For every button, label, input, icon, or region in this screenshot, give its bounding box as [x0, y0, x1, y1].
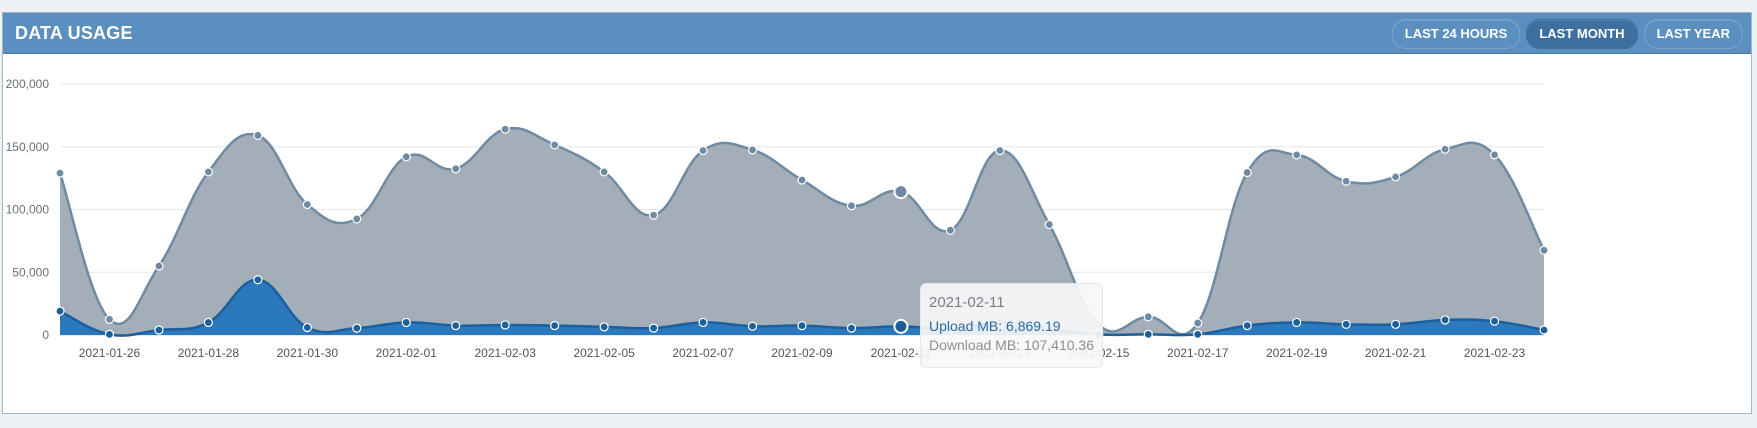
data-usage-panel: DATA USAGE LAST 24 HOURS LAST MONTH LAST… [2, 12, 1752, 414]
upload-point [893, 318, 909, 334]
download-point [945, 225, 956, 235]
range-button-group: LAST 24 HOURS LAST MONTH LAST YEAR [1391, 19, 1743, 49]
upload-point [797, 320, 807, 331]
y-tick-label: 100,000 [6, 203, 50, 217]
download-point [995, 145, 1005, 156]
download-point [1193, 318, 1203, 328]
chart-tooltip: 2021-02-11 Upload MB: 6,869.19 Download … [920, 283, 1103, 368]
upload-point [401, 317, 411, 328]
upload-point [1489, 316, 1500, 326]
upload-point [698, 317, 708, 328]
x-tick-label: 2021-02-19 [1266, 346, 1328, 360]
upload-point [154, 325, 164, 335]
download-point [302, 199, 312, 210]
upload-point [352, 323, 362, 333]
upload-point [104, 329, 115, 339]
download-point [1390, 172, 1401, 182]
usage-chart: 0 50,000 100,000 150,000 200,000 2021-01-26 20… [6, 77, 1549, 360]
upload-point [1390, 319, 1401, 329]
upload-point [550, 320, 560, 331]
upload-point [1242, 320, 1252, 331]
upload-point [599, 322, 609, 332]
upload-point [500, 320, 510, 330]
upload-point [747, 321, 758, 331]
upload-point [648, 323, 659, 333]
x-tick-label: 2021-02-01 [376, 346, 438, 360]
download-point [253, 130, 263, 141]
x-tick-label: 2021-02-09 [771, 346, 833, 360]
chart-area: 0 50,000 100,000 150,000 200,000 2021-01-26 20… [3, 54, 1751, 413]
download-point [1292, 150, 1302, 160]
upload-point [1341, 319, 1351, 329]
download-point [500, 124, 510, 134]
download-point [154, 261, 164, 271]
tooltip-date: 2021-02-11 [929, 294, 1005, 311]
x-tick-label: 2021-02-11 [871, 346, 932, 360]
upload-point [1143, 329, 1153, 339]
upload-point [846, 323, 857, 333]
download-point [797, 175, 807, 185]
y-tick-label: 0 [42, 328, 49, 342]
x-tick-label: 2021-02-23 [1464, 346, 1526, 360]
download-point [1489, 150, 1500, 160]
tooltip-upload: Upload MB: 6,869.19 [929, 318, 1061, 334]
download-point [1539, 245, 1549, 255]
upload-point [451, 320, 461, 331]
upload-point [1193, 329, 1203, 339]
upload-point [55, 306, 65, 316]
upload-point [1292, 317, 1302, 328]
download-point [846, 201, 857, 211]
download-point [1440, 144, 1450, 154]
download-point [352, 214, 362, 224]
panel-title: DATA USAGE [15, 23, 133, 43]
y-tick-label: 150,000 [6, 140, 50, 154]
upload-point [1539, 325, 1549, 335]
panel-header: DATA USAGE LAST 24 HOURS LAST MONTH LAST… [3, 13, 1751, 54]
download-point [1242, 167, 1252, 178]
last-24-hours-button[interactable]: LAST 24 HOURS [1391, 19, 1521, 49]
download-point [698, 145, 708, 156]
download-point [451, 164, 461, 174]
upload-point [203, 317, 213, 328]
upload-area [60, 279, 1544, 336]
x-tick-label: 2021-02-21 [1365, 346, 1427, 360]
download-point [1044, 219, 1054, 230]
download-point [648, 210, 659, 220]
upload-point [1440, 315, 1450, 325]
y-tick-label: 50,000 [12, 265, 49, 279]
x-tick-label: 2021-02-05 [573, 346, 635, 360]
x-tick-label: 2021-02-03 [475, 346, 537, 360]
download-point [203, 167, 213, 177]
x-tick-label: 2021-01-28 [178, 346, 240, 360]
x-tick-label: 2021-02-07 [672, 346, 734, 360]
x-tick-label: 2021-01-26 [79, 346, 141, 360]
download-point [401, 152, 411, 162]
download-point [599, 167, 609, 177]
y-tick-label: 200,000 [6, 77, 50, 91]
x-tick-label: 2021-02-17 [1167, 346, 1229, 360]
upload-point [253, 275, 263, 285]
x-tick-label: 2021-01-30 [277, 346, 339, 360]
download-point [1143, 312, 1153, 322]
download-point [893, 184, 909, 200]
download-point [1341, 176, 1351, 186]
download-area [60, 128, 1544, 335]
download-point [747, 145, 758, 155]
tooltip-download: Download MB: 107,410.36 [929, 337, 1094, 353]
download-point [55, 168, 65, 178]
download-point [104, 314, 115, 324]
upload-point [302, 322, 312, 333]
download-point [550, 140, 560, 150]
last-year-button[interactable]: LAST YEAR [1643, 19, 1743, 49]
last-month-button[interactable]: LAST MONTH [1526, 19, 1638, 49]
